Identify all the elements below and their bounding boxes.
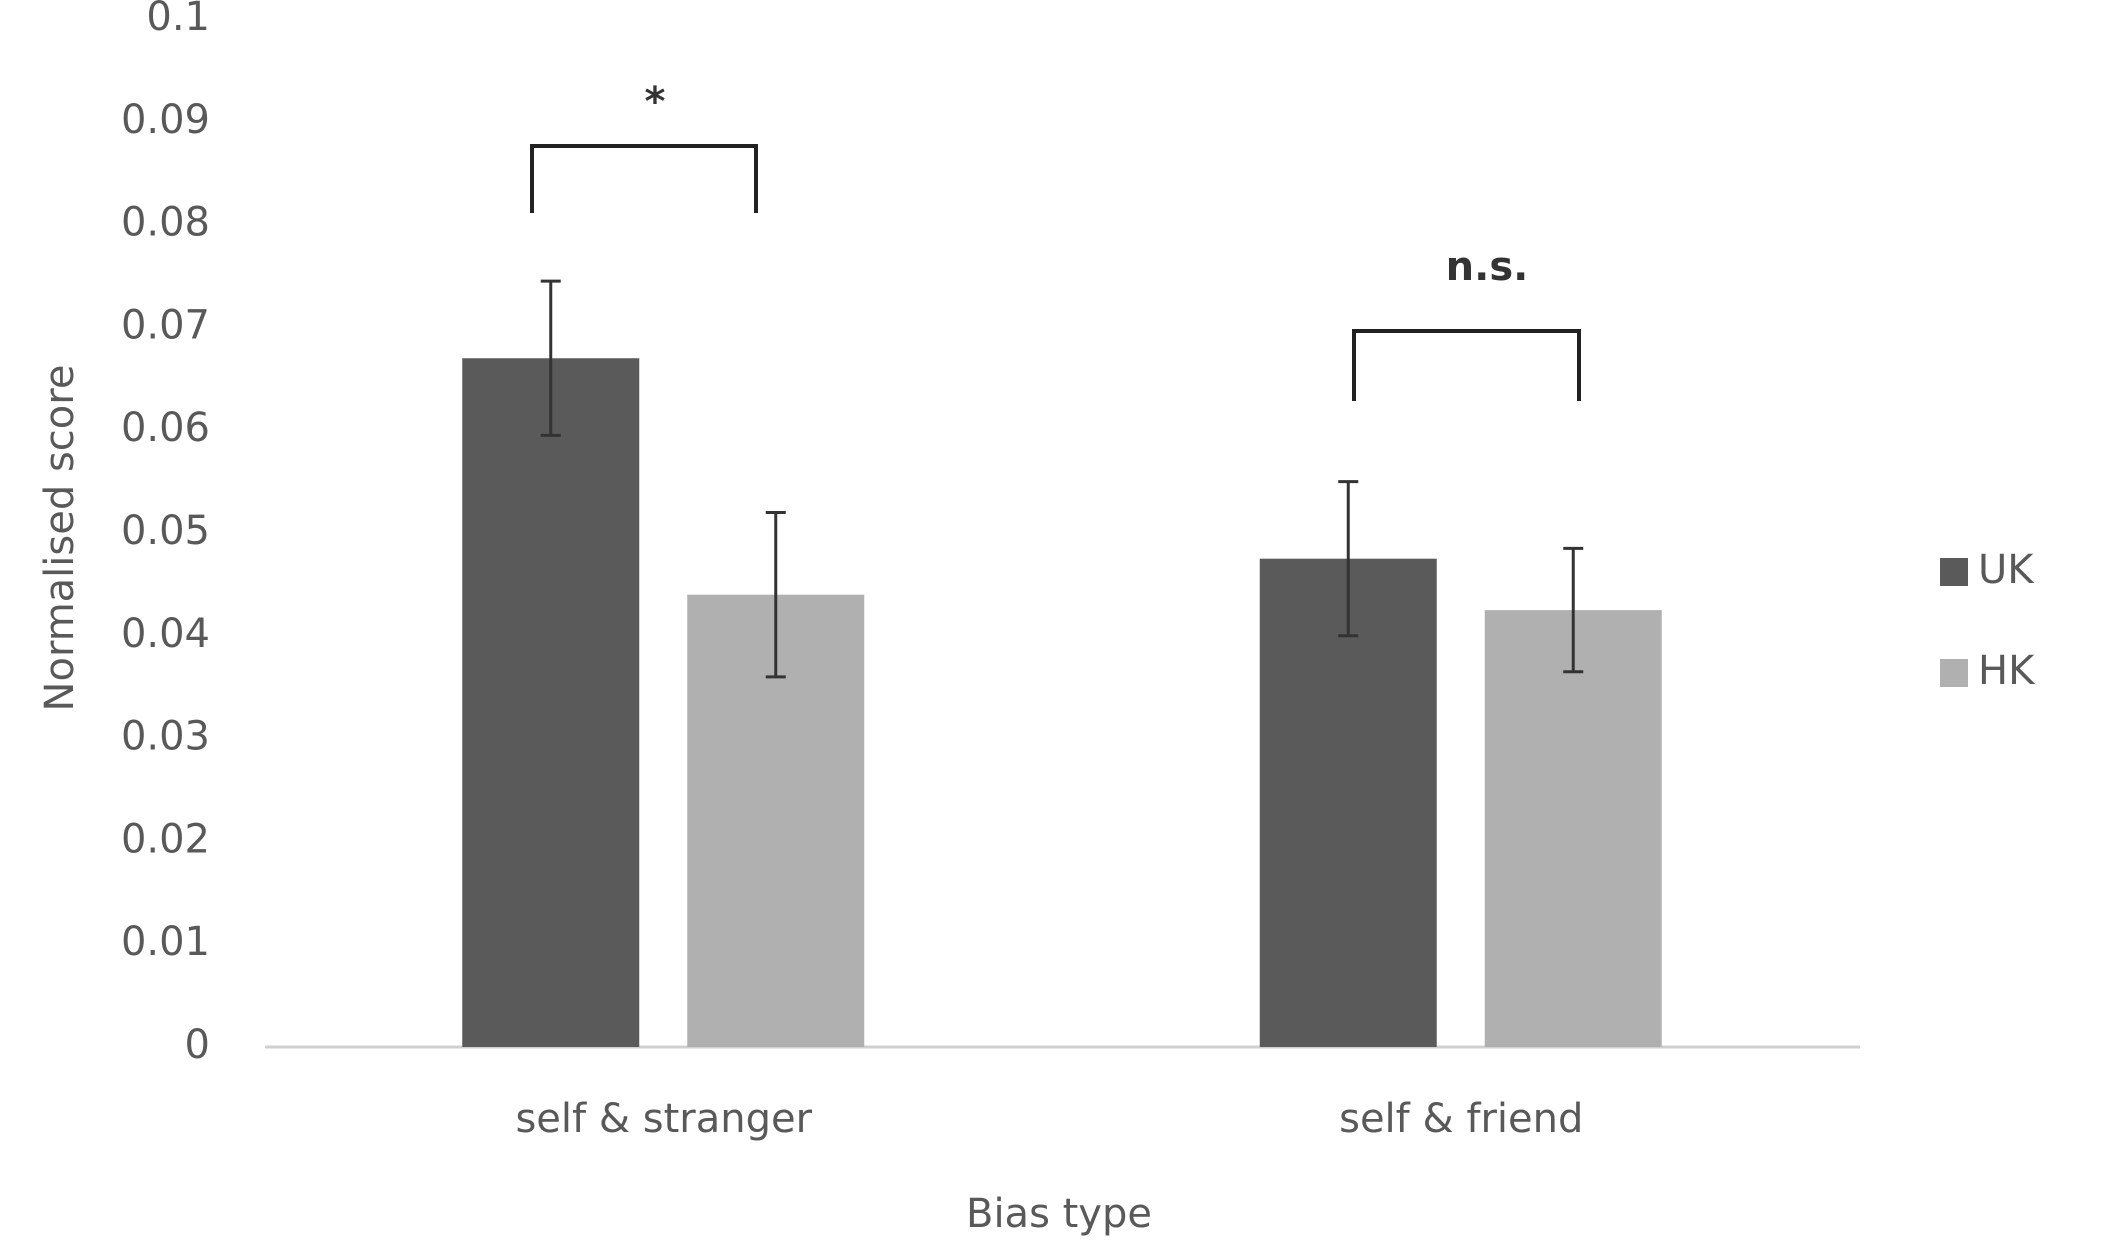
y-tick-label: 0.02 bbox=[121, 816, 210, 862]
y-tick-label: 0.04 bbox=[121, 611, 210, 657]
significance-bracket bbox=[530, 144, 758, 213]
significance-bracket bbox=[1352, 329, 1581, 401]
bar bbox=[1259, 558, 1437, 1047]
legend-label: UK bbox=[1978, 547, 2035, 593]
bar bbox=[462, 358, 640, 1047]
legend-swatch bbox=[1940, 558, 1968, 586]
legend-label: HK bbox=[1978, 648, 2036, 694]
y-tick-label: 0.03 bbox=[121, 714, 210, 760]
error-bar bbox=[1563, 546, 1584, 674]
x-tick-label: self & friend bbox=[1339, 1096, 1583, 1142]
y-tick-label: 0.05 bbox=[121, 508, 210, 554]
error-bar bbox=[765, 510, 786, 679]
y-tick-label: 0 bbox=[185, 1022, 210, 1068]
y-tick-label: 0.01 bbox=[121, 919, 210, 965]
error-bar bbox=[540, 279, 561, 437]
annotation: * bbox=[645, 79, 666, 125]
legend-swatch bbox=[1940, 659, 1968, 687]
y-tick-label: 0.07 bbox=[121, 302, 210, 348]
x-axis-title: Bias type bbox=[966, 1191, 1152, 1237]
y-axis-title: Normalised score bbox=[37, 365, 83, 712]
x-tick-label: self & stranger bbox=[515, 1096, 812, 1142]
y-tick-label: 0.06 bbox=[121, 405, 210, 451]
y-tick-label: 0.09 bbox=[121, 97, 210, 143]
error-bar bbox=[1338, 480, 1359, 638]
bar bbox=[1484, 610, 1662, 1047]
annotation: n.s. bbox=[1446, 244, 1529, 290]
y-tick-label: 0.08 bbox=[121, 200, 210, 246]
y-tick-label: 0.1 bbox=[146, 0, 210, 40]
